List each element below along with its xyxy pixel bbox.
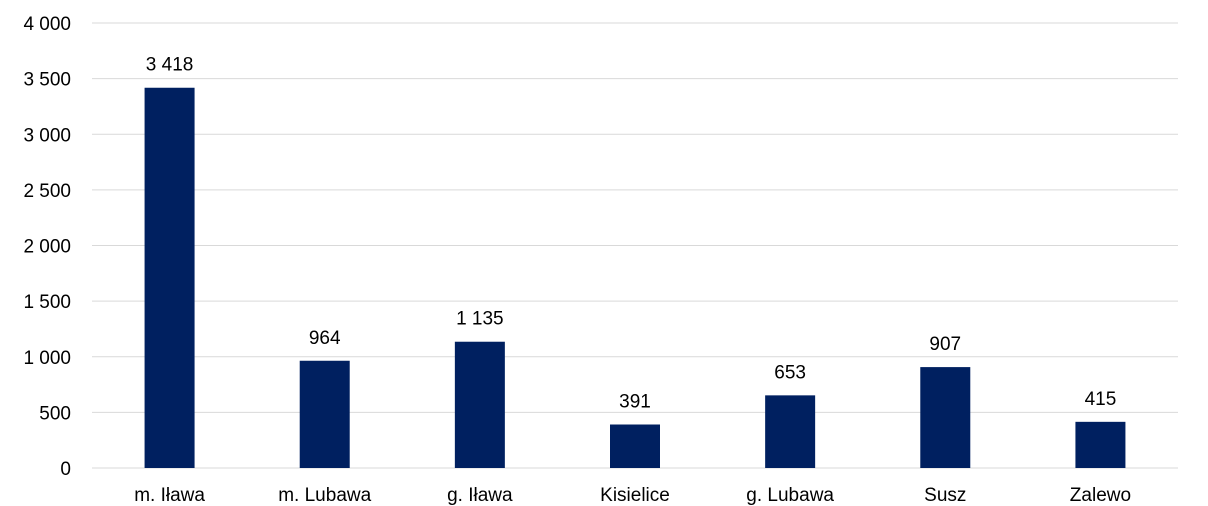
bar bbox=[144, 87, 195, 468]
bar bbox=[299, 360, 350, 468]
category-label: Zalewo bbox=[1070, 485, 1131, 506]
y-tick-label: 500 bbox=[39, 403, 71, 424]
y-tick-label: 2 000 bbox=[23, 237, 71, 258]
bars bbox=[144, 87, 1126, 468]
x-axis-category-labels: m. Iława m. Lubawa g. Iława Kisielice g. Lub… bbox=[134, 485, 1131, 506]
category-label: Susz bbox=[924, 485, 966, 506]
y-tick-label: 1 000 bbox=[23, 348, 71, 369]
data-label: 3 418 bbox=[146, 55, 194, 76]
data-labels: 3 418 964 1 135 391 653 907 415 bbox=[146, 55, 1116, 413]
y-tick-label: 2 500 bbox=[23, 181, 71, 202]
y-tick-label: 4 000 bbox=[23, 14, 71, 35]
data-label: 1 135 bbox=[456, 309, 504, 330]
category-label: Kisielice bbox=[600, 485, 670, 506]
data-label: 415 bbox=[1085, 389, 1117, 410]
bar bbox=[765, 395, 816, 468]
data-label: 964 bbox=[309, 328, 341, 349]
y-axis-tick-labels: 0 500 1 000 1 500 2 000 2 500 3 000 3 500 4 000 bbox=[23, 14, 71, 480]
category-label: g. Lubawa bbox=[746, 485, 834, 506]
category-label: g. Iława bbox=[447, 485, 513, 506]
y-tick-label: 3 500 bbox=[23, 70, 71, 91]
data-label: 391 bbox=[619, 392, 651, 413]
data-label: 907 bbox=[929, 334, 961, 355]
data-label: 653 bbox=[774, 362, 806, 383]
bar bbox=[610, 424, 660, 468]
category-label: m. Iława bbox=[134, 485, 205, 506]
y-tick-label: 0 bbox=[60, 459, 71, 480]
bar bbox=[454, 341, 505, 468]
bar bbox=[920, 367, 971, 468]
y-tick-label: 1 500 bbox=[23, 292, 71, 313]
bar bbox=[1075, 421, 1126, 468]
y-tick-label: 3 000 bbox=[23, 125, 71, 146]
gridlines bbox=[92, 22, 1178, 469]
category-label: m. Lubawa bbox=[278, 485, 371, 506]
